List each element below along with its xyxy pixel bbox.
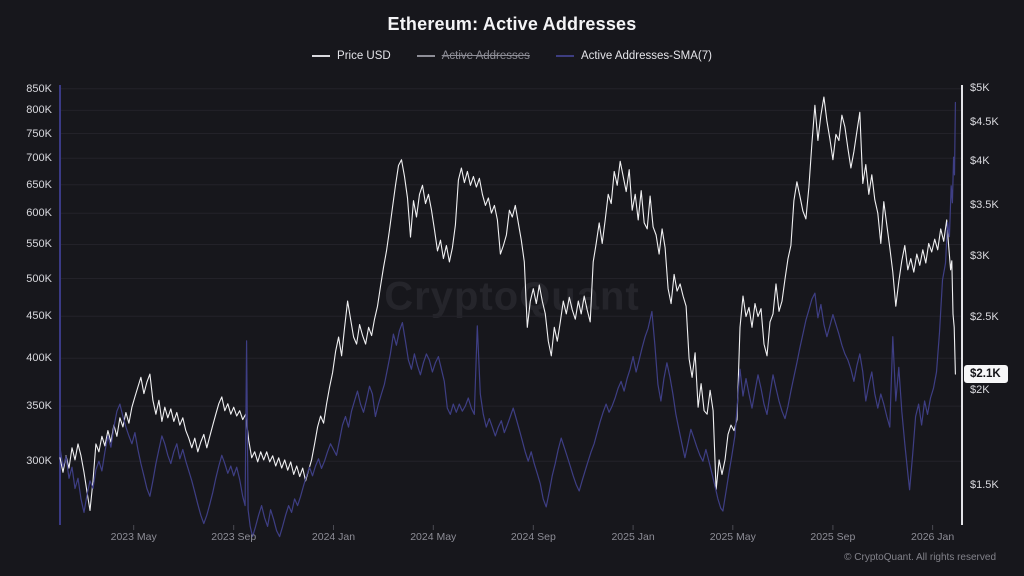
legend-item-active-addresses[interactable]: Active Addresses bbox=[416, 50, 530, 62]
legend-line-swatch bbox=[312, 55, 331, 57]
legend-line-swatch bbox=[416, 55, 435, 57]
legend-item-price-usd[interactable]: Price USD bbox=[312, 50, 391, 62]
y-axis-label-right: $3K bbox=[970, 250, 990, 263]
y-axis-label-left: 350K bbox=[26, 400, 52, 413]
series-active-addresses-sma-7- bbox=[59, 101, 956, 538]
legend-item-label: Active Addresses bbox=[441, 50, 530, 62]
x-axis-label: 2024 Jan bbox=[311, 531, 356, 543]
y-axis-label-left: 750K bbox=[26, 127, 52, 140]
x-axis-label: 2025 Jan bbox=[611, 531, 655, 543]
y-axis-label-left: 850K bbox=[26, 82, 52, 95]
y-axis-label-right: $4.5K bbox=[970, 116, 999, 129]
chart-title: Ethereum: Active Addresses bbox=[387, 14, 637, 34]
x-axis-label: 2025 May bbox=[709, 531, 756, 543]
legend-item-active-addresses-sma-7-[interactable]: Active Addresses-SMA(7) bbox=[555, 50, 712, 62]
legend-line-swatch bbox=[555, 55, 574, 57]
y-axis-label-left: 800K bbox=[26, 104, 52, 117]
y-axis-label-right: $1.5K bbox=[970, 479, 999, 492]
y-axis-label-left: 650K bbox=[26, 178, 52, 191]
legend-item-label: Active Addresses-SMA(7) bbox=[580, 50, 712, 62]
y-axis-label-right: $3.5K bbox=[970, 199, 999, 212]
x-axis-label: 2026 Jan bbox=[911, 531, 955, 543]
y-axis-label-left: 700K bbox=[26, 152, 52, 165]
y-axis-label-left: 300K bbox=[26, 455, 52, 468]
copyright-text: © CryptoQuant. All rights reserved bbox=[844, 552, 996, 563]
x-axis-label: 2024 Sep bbox=[510, 531, 556, 543]
last-price-badge: $2.1K bbox=[964, 365, 1008, 384]
y-axis-label-left: 600K bbox=[26, 207, 52, 220]
y-axis-label-right: $2.5K bbox=[970, 310, 999, 323]
x-axis-label: 2024 May bbox=[410, 531, 457, 543]
y-axis-label-right: $5K bbox=[970, 81, 990, 94]
y-axis-label-left: 500K bbox=[26, 272, 52, 285]
x-axis-label: 2023 May bbox=[110, 531, 157, 543]
y-axis-label-left: 550K bbox=[26, 238, 52, 251]
legend: Price USD Active Addresses Active Addresse… bbox=[0, 50, 1024, 62]
x-axis-label: 2025 Sep bbox=[810, 531, 856, 543]
legend-item-label: Price USD bbox=[337, 50, 391, 62]
y-axis-label-right: $4K bbox=[970, 155, 990, 168]
x-axis-label: 2023 Sep bbox=[211, 531, 257, 543]
series-price-usd bbox=[59, 96, 956, 511]
y-axis-label-left: 450K bbox=[26, 310, 52, 323]
y-axis-label-right: $2K bbox=[970, 384, 990, 397]
y-axis-label-left: 400K bbox=[26, 352, 52, 365]
